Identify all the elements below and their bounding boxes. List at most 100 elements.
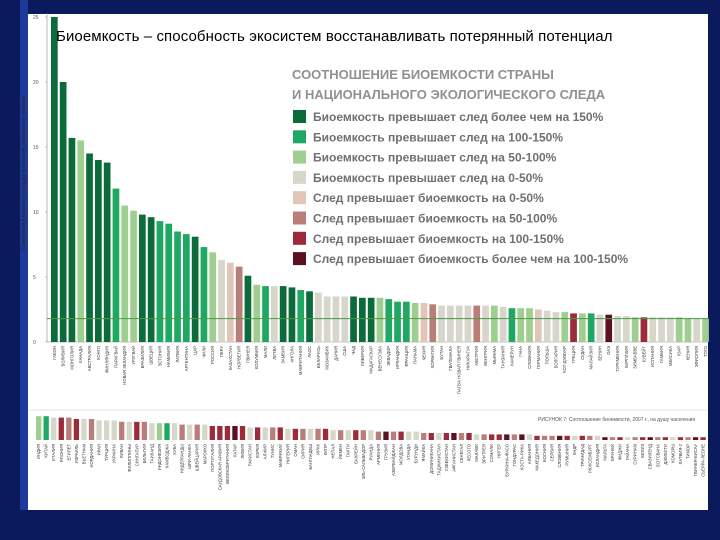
- lower-bar: [73, 419, 80, 440]
- bottom-caption: РИСУНОК 7: Соотношение биоемкости, 2007 …: [538, 417, 695, 423]
- lower-bar: [564, 435, 570, 440]
- bar: [499, 306, 507, 342]
- lower-chart-panel: РИСУНОК 7: Соотношение биоемкости, 2007 …: [28, 409, 708, 510]
- lower-category-label: БЕЛИЗ: [640, 444, 645, 458]
- lower-bar: [692, 437, 699, 440]
- category-label: ЭКВАДОР: [386, 346, 391, 366]
- right-frame-strip: [708, 14, 720, 510]
- category-label: ПАПУА НОВАЯ ГВИНЕЯ: [457, 346, 462, 394]
- category-label: БЕЛАРУСЬ: [316, 346, 321, 368]
- category-label: АВСТРАЛИЯ: [87, 346, 92, 371]
- upper-chart-panel: 0 5 10 15 20 25 Совокупная биоемкость на душу …: [21, 13, 709, 394]
- lower-bar: [624, 437, 631, 440]
- lower-category-label: ИРАН: [97, 444, 102, 455]
- category-label: ЛИТВА: [272, 346, 277, 360]
- category-label: КУВЕЙТ: [641, 346, 646, 363]
- lower-bar: [572, 435, 578, 440]
- category-label: БОЛИВИЯ: [61, 346, 66, 367]
- bar: [605, 314, 613, 342]
- category-label: НАМИБИЯ: [166, 346, 171, 367]
- bar: [288, 287, 296, 342]
- lower-category-label: КАТАР: [232, 444, 237, 457]
- category-label: ТАНЗАНИЯ: [501, 346, 506, 369]
- lower-bar: [292, 428, 299, 440]
- lower-category-label: КОСТА-РИКА: [519, 444, 524, 470]
- lower-category-label: АЗЕРБАЙДЖАН: [391, 444, 396, 476]
- category-label: ПОЛЬША: [545, 346, 550, 365]
- lower-bar: [330, 430, 336, 440]
- lower-category-label: УКРАИНА: [112, 444, 117, 463]
- lower-bar: [194, 424, 200, 440]
- lower-category-label: ЛЕСОТО: [467, 443, 472, 461]
- category-label: КАНАДА: [78, 346, 83, 363]
- bar: [183, 234, 190, 342]
- lower-bar: [428, 433, 434, 440]
- lower-bar: [436, 433, 442, 440]
- category-label: ГЕРМАНИЯ: [536, 346, 541, 369]
- bar: [139, 214, 146, 342]
- lower-category-label: АФГАНИСТАН: [451, 444, 456, 472]
- lower-category-label: МАКЕДОНИЯ: [534, 444, 539, 471]
- lower-category-label: ЛАТВИЯ-2: [678, 443, 683, 464]
- lower-category-label: БУРКИНА-ФАСО: [504, 443, 509, 476]
- lower-category-label: ТУНИС: [270, 444, 275, 458]
- left-frame-accent: [20, 0, 28, 540]
- lower-bar: [66, 417, 72, 440]
- lower-category-label: ИРАК: [316, 443, 321, 454]
- lower-bar: [179, 424, 185, 440]
- bar: [561, 312, 569, 342]
- lower-panel-bg: [28, 410, 708, 510]
- bar: [649, 317, 657, 342]
- category-label: КОТ-Д'ИВУАР: [562, 346, 567, 373]
- lower-bar: [458, 433, 465, 440]
- lower-bar: [390, 431, 397, 440]
- lower-bar: [662, 437, 668, 440]
- category-label: КИРГИЗИЯ: [624, 346, 629, 368]
- lower-category-label: ГРУЗИЯ: [383, 444, 388, 460]
- bar: [130, 210, 137, 342]
- lower-bar: [632, 437, 638, 440]
- lower-bar: [368, 430, 374, 440]
- bar: [191, 236, 199, 342]
- category-label: КОНГО: [96, 345, 101, 360]
- category-label: БУТАН: [439, 346, 444, 360]
- lower-category-label: ТАИЛАНД: [149, 444, 154, 464]
- bar: [315, 292, 322, 342]
- category-label: МАДАГАСКАР: [369, 346, 374, 374]
- lower-category-label: ГАИТИ: [346, 444, 351, 457]
- bar: [68, 137, 76, 342]
- category-label: ЛАТВИЯ: [175, 346, 180, 363]
- category-label: БЕНИН: [597, 346, 602, 361]
- bar: [359, 297, 366, 342]
- bottom-frame-band: [0, 510, 720, 540]
- bar: [482, 305, 489, 342]
- lower-category-label: ЭЛЬ-САЛЬВАДОР: [361, 444, 366, 480]
- lower-bar: [511, 434, 517, 440]
- bar: [51, 17, 58, 342]
- lower-bar: [187, 424, 193, 440]
- lower-bar: [655, 437, 661, 440]
- bar: [403, 301, 410, 342]
- bar: [253, 284, 261, 342]
- lower-category-label: ФИДЖИ: [618, 444, 623, 460]
- lower-bar: [96, 420, 102, 440]
- lower-bar: [375, 431, 382, 440]
- legend-swatch: [293, 252, 306, 266]
- lower-category-label: БОТСВАНА: [655, 444, 660, 467]
- category-label: ДАНИЯ: [333, 346, 338, 361]
- lower-category-label: СЛОВЕНИЯ: [557, 444, 562, 468]
- category-label: ЭСТОНИЯ: [157, 346, 162, 367]
- lower-bar: [489, 434, 495, 440]
- bar: [702, 318, 709, 342]
- lower-category-label: ВЕЛИКОБРИТАНИЯ: [225, 444, 230, 484]
- category-label: УРУГВАЙ: [131, 346, 136, 365]
- lower-bar: [594, 435, 601, 440]
- bar: [631, 317, 639, 342]
- lower-bar: [202, 424, 208, 440]
- category-label: СУДАН: [580, 346, 585, 360]
- lower-bar: [617, 437, 623, 440]
- lower-category-label: ВЬЕТНАМ: [81, 443, 86, 464]
- bar: [411, 303, 419, 342]
- category-label: ХОРВАТИЯ: [430, 346, 435, 368]
- lower-category-label: СЕНЕГАЛ: [459, 444, 464, 464]
